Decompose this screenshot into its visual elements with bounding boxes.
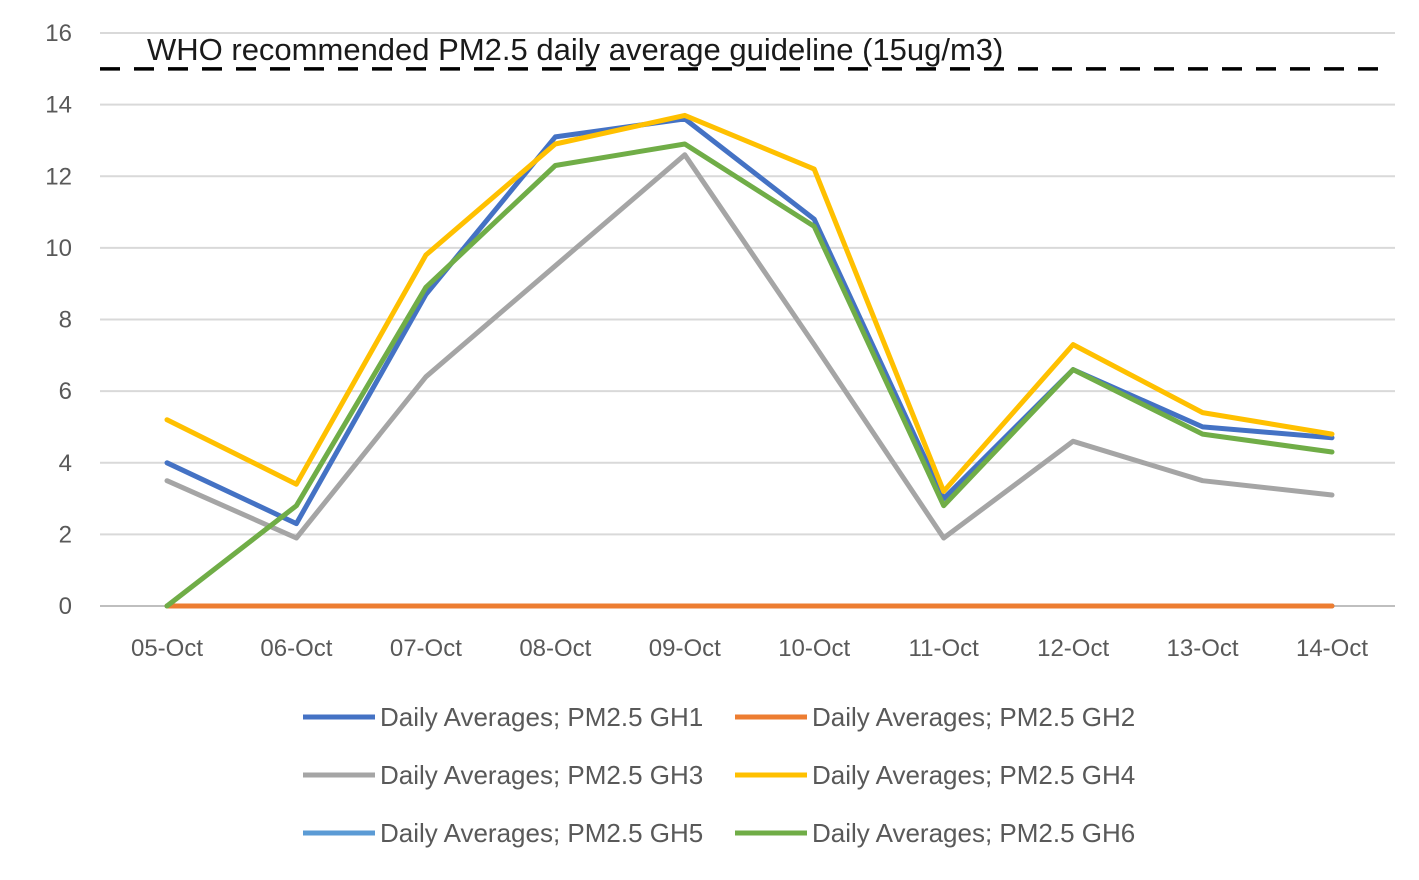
series-line-6	[164, 141, 1335, 609]
series-line-4	[164, 112, 1335, 494]
series-line-3	[164, 152, 1335, 541]
x-tick-label: 06-Oct	[260, 635, 332, 662]
x-tick-label: 07-Oct	[390, 635, 462, 662]
y-axis-ticks: 0 2 4 6 8 10 12 14 16	[45, 20, 72, 620]
guideline-label: WHO recommended PM2.5 daily average guid…	[147, 32, 1003, 67]
guideline-annotation: WHO recommended PM2.5 daily average guid…	[100, 32, 1390, 71]
y-tick-label: 0	[59, 593, 72, 620]
x-tick-label: 09-Oct	[649, 635, 721, 662]
x-axis-ticks: 05-Oct 06-Oct 07-Oct 08-Oct 09-Oct 10-Oct 11-O…	[131, 635, 1368, 662]
series-lines	[164, 112, 1335, 609]
legend-label: Daily Averages; PM2.5 GH1	[380, 702, 703, 732]
y-tick-label: 14	[45, 92, 72, 119]
x-tick-label: 11-Oct	[909, 635, 980, 662]
x-tick-label: 14-Oct	[1296, 635, 1368, 662]
x-tick-label: 05-Oct	[131, 635, 203, 662]
y-tick-label: 4	[59, 450, 72, 477]
y-tick-label: 10	[45, 235, 72, 262]
y-tick-label: 16	[45, 20, 72, 47]
x-tick-label: 13-Oct	[1167, 635, 1239, 662]
y-tick-label: 2	[59, 521, 72, 548]
y-tick-label: 12	[45, 163, 72, 190]
x-tick-label: 08-Oct	[519, 635, 591, 662]
x-tick-label: 10-Oct	[778, 635, 850, 662]
legend-label: Daily Averages; PM2.5 GH2	[812, 702, 1135, 732]
x-tick-label: 12-Oct	[1037, 635, 1109, 662]
y-tick-label: 6	[59, 378, 72, 405]
y-tick-label: 8	[59, 307, 72, 334]
legend-label: Daily Averages; PM2.5 GH5	[380, 818, 703, 848]
series-line-1	[164, 116, 1335, 527]
legend-label: Daily Averages; PM2.5 GH4	[812, 760, 1135, 790]
legend-label: Daily Averages; PM2.5 GH3	[380, 760, 703, 790]
legend: Daily Averages; PM2.5 GH1 Daily Averages;…	[303, 702, 1135, 848]
legend-label: Daily Averages; PM2.5 GH6	[812, 818, 1135, 848]
